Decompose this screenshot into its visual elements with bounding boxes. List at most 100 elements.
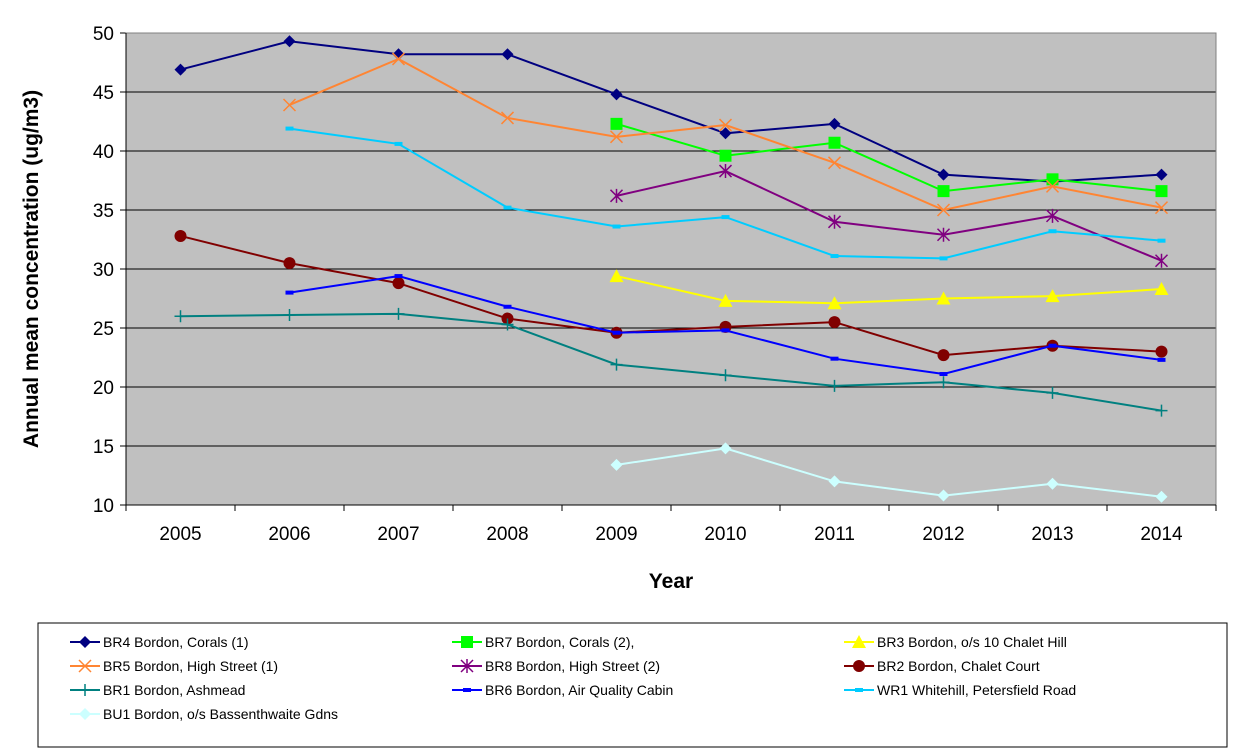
data-point [1046,386,1059,399]
y-tick-label: 10 [93,496,114,517]
series-line [180,234,1162,357]
data-point [503,205,512,210]
data-point [718,118,733,132]
data-point [828,316,841,329]
legend-label: BR1 Bordon, Ashmead [103,682,245,698]
series-7 [174,307,1168,417]
data-point [391,52,406,66]
data-point [1154,253,1169,268]
data-point [174,310,187,323]
series-line [616,122,1162,193]
legend-label: BR8 Bordon, High Street (2) [485,658,660,674]
legend-label: BR6 Bordon, Air Quality Cabin [485,682,673,698]
legend-label: BR4 Bordon, Corals (1) [103,634,249,650]
series-10 [610,442,1168,503]
legend-box [37,622,1228,748]
data-point [1155,404,1168,417]
data-point [609,188,624,203]
data-point [937,376,950,389]
data-point [830,356,839,361]
data-point [719,127,732,140]
data-point [828,136,841,149]
data-point [1157,238,1166,243]
legend-item: BR1 Bordon, Ashmead [70,682,245,698]
data-point [937,349,950,362]
legend-item: WR1 Whitehill, Petersfield Road [844,682,1076,698]
x-tick-label: 2006 [268,524,310,545]
series-line [180,312,1162,412]
data-point [939,372,948,377]
data-point [828,379,841,392]
data-point [936,291,951,305]
data-point [283,35,296,48]
data-point [610,88,623,101]
series-4 [282,52,1169,217]
data-point [610,117,623,130]
data-point [936,203,951,217]
data-point [937,489,950,502]
data-point [503,304,512,309]
data-point [1154,201,1169,215]
data-point [609,130,624,144]
data-point [719,442,732,455]
data-point [1045,289,1060,303]
data-point [718,164,733,179]
legend-marker [855,688,863,692]
x-tick-label: 2013 [1031,524,1073,545]
data-point [501,318,514,331]
y-tick-label: 25 [93,319,114,340]
data-point [612,330,621,335]
data-point [937,168,950,181]
data-point [285,290,294,295]
data-point [394,141,403,146]
data-point [1045,208,1060,223]
data-point [392,277,405,290]
data-point [1045,179,1060,193]
data-point [501,48,514,61]
legend-label: BU1 Bordon, o/s Bassenthwaite Gdns [103,706,338,722]
data-point [1048,343,1057,348]
series-line [616,447,1162,498]
data-point [394,274,403,279]
x-tick-label: 2008 [486,524,528,545]
y-tick-label: 15 [93,437,114,458]
data-point [830,254,839,259]
data-point [1155,168,1168,181]
data-point [283,309,296,322]
series-lines [174,35,1169,503]
data-point [939,256,948,261]
legend-marker [460,659,474,673]
data-point [719,149,732,162]
y-tick-label: 40 [93,142,114,163]
data-point [721,215,730,220]
legend-label: BR3 Bordon, o/s 10 Chalet Hill [877,634,1067,650]
data-point [827,214,842,229]
x-tick-label: 2014 [1140,524,1183,545]
data-point [392,307,405,320]
data-point [828,117,841,130]
data-point [827,296,842,310]
data-point [283,257,296,270]
series-2 [610,117,1168,198]
legend-marker [852,635,866,648]
series-5 [609,164,1169,268]
legend-marker [78,659,92,673]
legend-marker [853,660,865,672]
data-point [1046,173,1059,186]
legend-label: BR5 Bordon, High Street (1) [103,658,278,674]
series-3 [609,269,1169,310]
data-point [174,229,187,242]
legend-item: BR8 Bordon, High Street (2) [452,658,660,674]
x-tick-label: 2005 [159,524,201,545]
data-point [500,111,515,125]
data-point [1157,357,1166,362]
data-point [1155,345,1168,358]
y-tick-label: 50 [93,24,114,45]
x-tick-label: 2011 [814,524,855,545]
series-line [616,170,1162,262]
axes: 10 15 20 25 30 35 40 45 50 2005 2006 2007 2008 2009 20… [93,24,1217,545]
legend-item: BR2 Bordon, Chalet Court [844,658,1040,674]
data-point [936,227,951,242]
data-point [1155,490,1168,503]
